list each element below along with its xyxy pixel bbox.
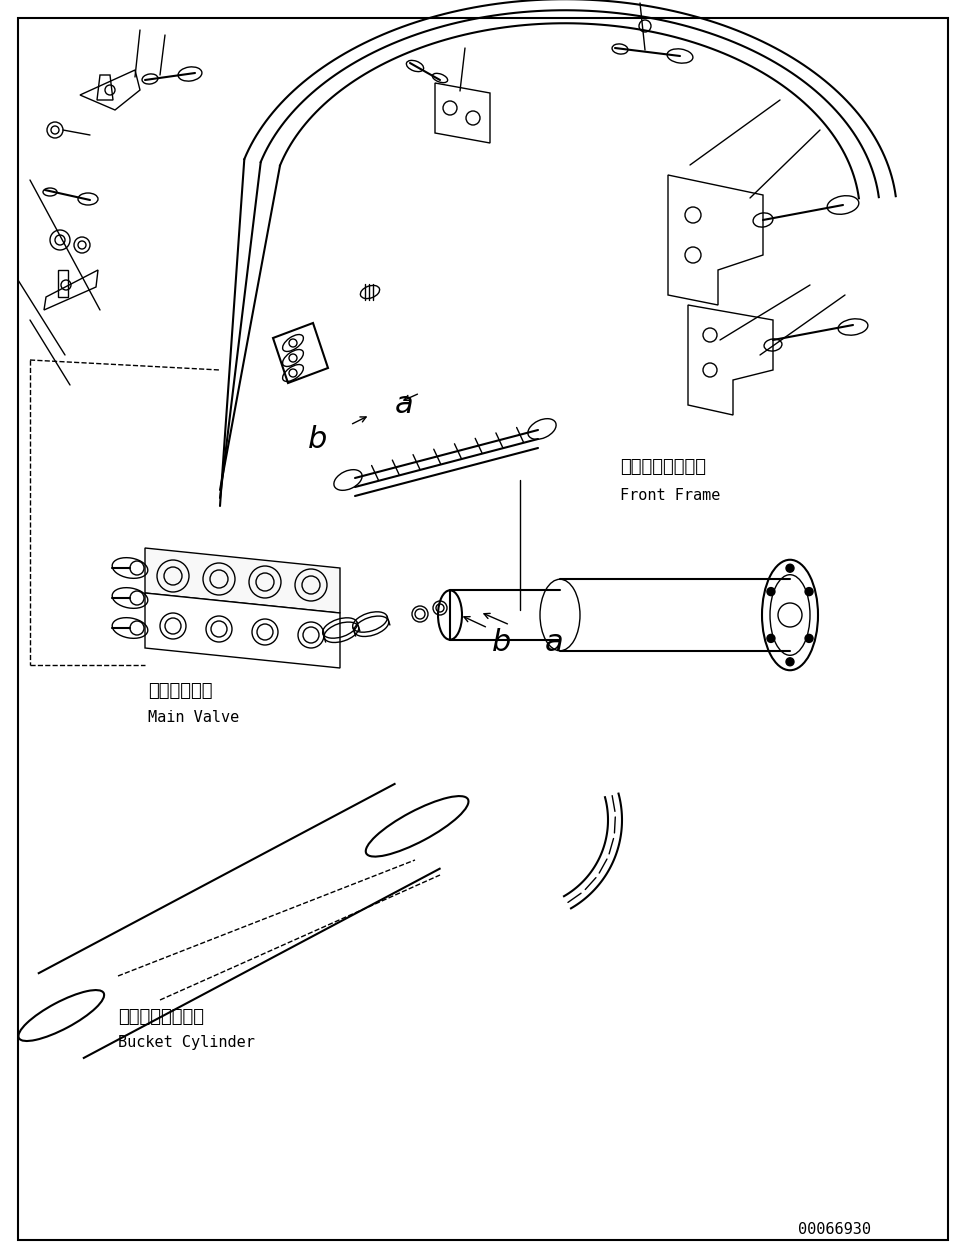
Text: a: a — [395, 390, 413, 419]
Circle shape — [805, 587, 813, 595]
Text: Main Valve: Main Valve — [148, 710, 240, 725]
Text: フロントフレーム: フロントフレーム — [620, 458, 706, 476]
Text: b: b — [492, 628, 511, 657]
Polygon shape — [273, 323, 328, 382]
Text: Front Frame: Front Frame — [620, 488, 721, 503]
Circle shape — [786, 564, 794, 572]
Text: メインバルブ: メインバルブ — [148, 682, 213, 699]
Polygon shape — [145, 593, 340, 668]
Text: Bucket Cylinder: Bucket Cylinder — [118, 1035, 255, 1050]
Text: バケットシリンダ: バケットシリンダ — [118, 1008, 204, 1027]
Text: 00066930: 00066930 — [798, 1222, 871, 1237]
Circle shape — [767, 587, 775, 595]
Polygon shape — [145, 548, 340, 613]
Text: a: a — [545, 628, 564, 657]
Circle shape — [767, 634, 775, 643]
Circle shape — [805, 634, 813, 643]
Circle shape — [786, 658, 794, 665]
Text: b: b — [308, 425, 327, 454]
